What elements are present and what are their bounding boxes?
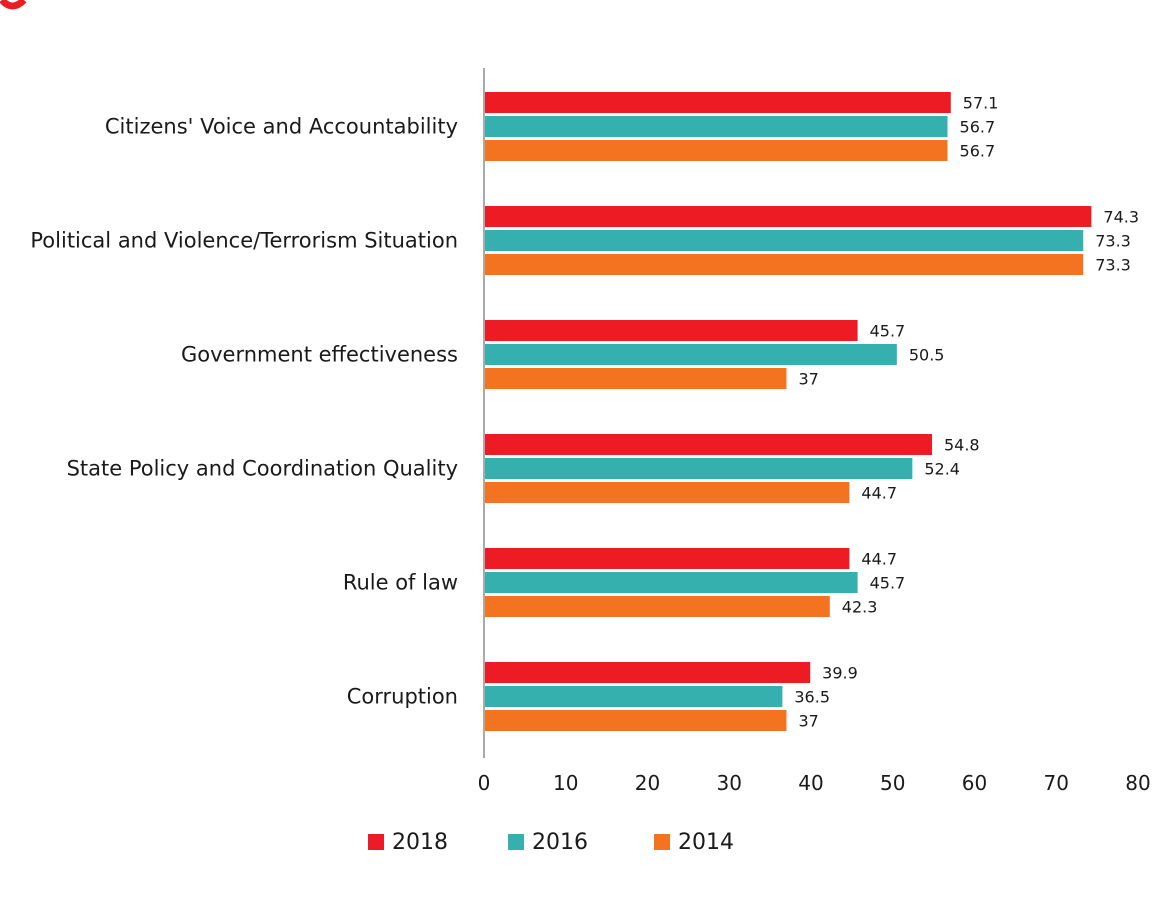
bar-2016 (485, 686, 783, 707)
x-tick-label: 40 (798, 771, 823, 795)
x-tick-label: 50 (880, 771, 905, 795)
legend-label: 2018 (392, 830, 448, 855)
cropped-title-fragment (0, 0, 27, 10)
bar-2014 (485, 596, 830, 617)
bar-2018 (485, 320, 858, 341)
data-label: 56.7 (960, 142, 996, 161)
category-label: Rule of law (343, 571, 458, 595)
bar-2018 (485, 206, 1092, 227)
legend-label: 2014 (678, 830, 734, 855)
x-tick-label: 10 (553, 771, 578, 795)
legend-item-2014: 2014 (654, 830, 734, 855)
legend-swatch (508, 834, 524, 850)
bar-2016 (485, 344, 897, 365)
data-label: 52.4 (924, 460, 960, 479)
data-label: 42.3 (842, 598, 878, 617)
category-label: State Policy and Coordination Quality (67, 457, 458, 481)
bar-2016 (485, 230, 1084, 251)
data-label: 73.3 (1095, 256, 1131, 275)
x-tick-label: 80 (1125, 771, 1150, 795)
bar-2014 (485, 710, 787, 731)
x-tick-label: 30 (717, 771, 742, 795)
bar-2016 (485, 458, 913, 479)
bar-2018 (485, 92, 951, 113)
data-label: 57.1 (963, 94, 999, 113)
category-label: Citizens' Voice and Accountability (105, 115, 458, 139)
bar-2014 (485, 368, 787, 389)
data-label: 37 (798, 712, 818, 731)
bar-2016 (485, 572, 858, 593)
data-label: 54.8 (944, 436, 980, 455)
data-label: 45.7 (870, 574, 906, 593)
category-label: Government effectiveness (181, 343, 458, 367)
x-tick-label: 0 (478, 771, 491, 795)
x-tick-label: 60 (962, 771, 987, 795)
data-label: 56.7 (960, 118, 996, 137)
category-label: Corruption (347, 685, 458, 709)
bar-2016 (485, 116, 948, 137)
bar-2018 (485, 434, 932, 455)
data-label: 36.5 (794, 688, 830, 707)
bar-2014 (485, 482, 850, 503)
legend-swatch (654, 834, 670, 850)
data-label: 74.3 (1103, 208, 1139, 227)
data-label: 50.5 (909, 346, 945, 365)
data-label: 73.3 (1095, 232, 1131, 251)
legend-item-2018: 2018 (368, 830, 448, 855)
data-label: 45.7 (870, 322, 906, 341)
x-tick-label: 70 (1044, 771, 1069, 795)
legend-label: 2016 (532, 830, 588, 855)
data-label: 44.7 (861, 484, 897, 503)
data-label: 44.7 (861, 550, 897, 569)
bar-2018 (485, 548, 850, 569)
legend-swatch (368, 834, 384, 850)
bar-2018 (485, 662, 811, 683)
x-tick-label: 20 (635, 771, 660, 795)
bar-2014 (485, 254, 1084, 275)
category-label: Political and Violence/Terrorism Situati… (30, 229, 458, 253)
bar-2014 (485, 140, 948, 161)
legend-item-2016: 2016 (508, 830, 588, 855)
data-label: 37 (798, 370, 818, 389)
data-label: 39.9 (822, 664, 858, 683)
